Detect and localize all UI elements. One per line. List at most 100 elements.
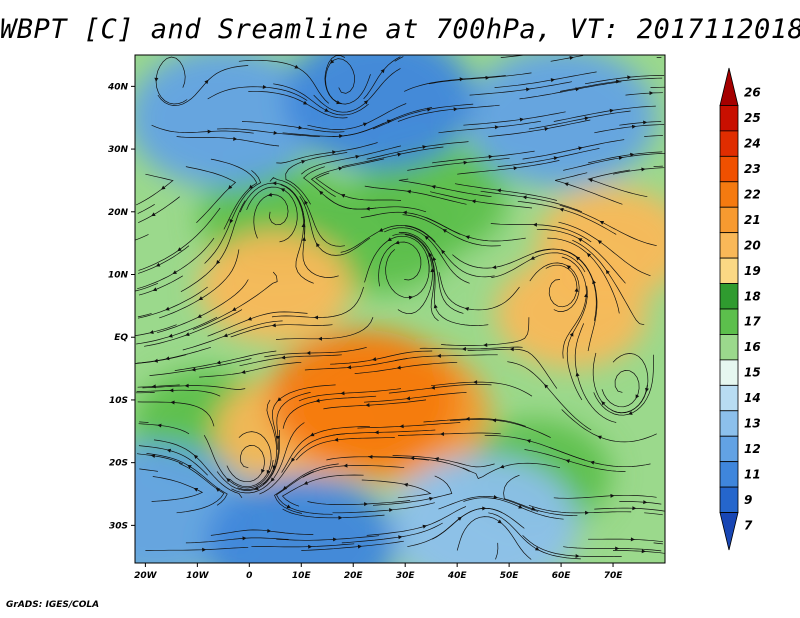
wbpt-blob [355, 143, 508, 256]
streamline [138, 423, 190, 435]
streamline-arrow [355, 154, 360, 159]
streamline [302, 465, 405, 478]
colorbar-label: 24 [744, 137, 761, 151]
streamline-arrow [330, 59, 335, 64]
streamline [276, 142, 378, 164]
streamline [561, 409, 657, 443]
streamline-arrow [635, 394, 640, 399]
streamline [462, 462, 561, 479]
streamline-arrow [422, 524, 427, 529]
streamline [528, 504, 632, 514]
streamline-arrow [426, 107, 432, 112]
streamline [405, 225, 495, 278]
streamline-arrow [615, 546, 620, 551]
streamline-arrow [641, 549, 646, 554]
streamline-arrow [496, 188, 502, 193]
streamline [135, 324, 177, 336]
streamline-arrow [399, 424, 404, 429]
streamline [524, 449, 626, 472]
streamline-arrow [378, 227, 384, 232]
streamline-arrow [441, 249, 446, 254]
streamline-arrow [389, 508, 394, 513]
streamline-arrow [204, 79, 209, 85]
streamline-arrow [301, 160, 306, 164]
streamline-arrow [365, 206, 370, 211]
x-tick-label: 70E [604, 571, 624, 581]
streamline-arrow [298, 125, 303, 130]
streamline [378, 241, 422, 287]
streamline [159, 249, 240, 319]
streamline [592, 352, 648, 414]
streamline-arrow [185, 332, 190, 337]
streamline-arrow [267, 528, 272, 533]
streamline [138, 445, 208, 476]
streamline [394, 56, 404, 62]
streamline-arrow [403, 482, 409, 487]
streamline-arrow [347, 365, 352, 370]
streamline [519, 81, 622, 100]
streamline-arrow [519, 117, 524, 122]
streamline [517, 200, 617, 235]
streamline [272, 384, 336, 450]
streamline-arrow [364, 502, 369, 507]
y-tick-label: 10N [108, 271, 129, 281]
colorbar-label: 14 [744, 391, 761, 405]
colorbar-top-arrow [719, 67, 739, 106]
colorbar-label: 9 [744, 493, 752, 507]
streamline-arrow [308, 544, 313, 549]
streamline [469, 81, 572, 96]
streamline-arrow [471, 199, 476, 204]
x-axis: 20W 10W 0 10E 20E 30E 40E 50E 60E 70E [134, 563, 623, 581]
streamline-arrow [318, 336, 323, 341]
streamline-arrow [270, 477, 275, 482]
streamline [340, 224, 436, 253]
streamline [432, 507, 525, 540]
streamline [174, 350, 277, 371]
streamline [495, 542, 499, 560]
streamline-arrow [408, 295, 413, 300]
streamline-arrow [154, 77, 159, 82]
streamline [137, 245, 190, 274]
streamline-arrow [641, 167, 646, 172]
streamline [566, 285, 588, 401]
streamline-arrow [532, 222, 537, 227]
streamline [210, 529, 314, 536]
streamline-arrow [150, 454, 156, 458]
streamline-arrow [609, 108, 614, 113]
streamline [522, 535, 622, 557]
streamline [281, 474, 364, 507]
streamline-arrow [578, 238, 583, 242]
streamline-arrow [303, 100, 308, 105]
streamline [323, 399, 427, 410]
streamline [271, 286, 364, 318]
streamline-arrow [282, 485, 288, 490]
streamline-arrow [601, 401, 606, 406]
streamline-arrow [266, 469, 271, 475]
streamline [325, 196, 427, 213]
x-tick-label: 0 [246, 571, 252, 581]
streamline-arrow [482, 506, 487, 511]
streamline-arrow [291, 457, 296, 462]
streamline-arrow [575, 553, 580, 558]
streamline [480, 190, 583, 213]
streamline-arrow [492, 265, 497, 270]
y-tick-label: 20S [109, 459, 128, 469]
streamline-arrow [151, 212, 156, 217]
colorbar-label: 16 [744, 340, 761, 354]
streamline [137, 384, 180, 388]
streamlines [135, 55, 665, 560]
streamline-arrow [314, 315, 319, 320]
streamline [613, 550, 665, 554]
streamline-arrow [286, 504, 291, 509]
colorbar: 26 25 24 23 22 21 20 19 18 17 16 15 14 13 12 11 9 7 [719, 67, 761, 551]
streamline-arrow [397, 152, 402, 157]
streamline [528, 110, 631, 130]
streamline-arrow [365, 403, 370, 408]
streamline-arrow [207, 129, 212, 134]
streamline-arrow [431, 184, 436, 189]
streamline-arrow [531, 506, 536, 511]
colorbar-segment [719, 155, 739, 183]
streamline [547, 237, 620, 314]
streamline [587, 169, 648, 198]
streamline [357, 422, 461, 429]
